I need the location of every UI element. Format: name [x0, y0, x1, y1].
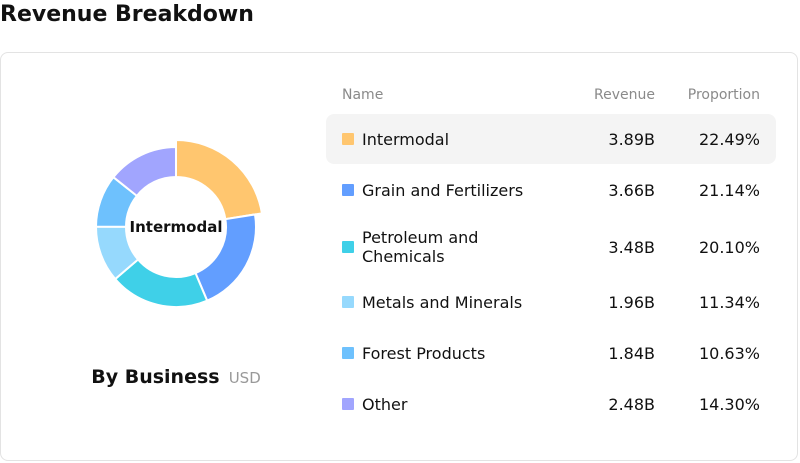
legend-swatch: [342, 398, 354, 410]
donut-slice-other[interactable]: [112, 145, 177, 198]
table-row-forest-products[interactable]: Forest Products 1.84B 10.63%: [326, 339, 776, 367]
row-name: Petroleum and Chemicals: [362, 228, 479, 266]
row-proportion: 20.10%: [698, 238, 760, 257]
revenue-card: Intermodal By Business USD Name Revenue …: [0, 52, 798, 461]
row-revenue: 2.48B: [608, 395, 655, 414]
row-revenue: 3.66B: [608, 181, 655, 200]
chart-title: By Business: [91, 366, 220, 388]
legend-swatch: [342, 184, 354, 196]
row-name: Metals and Minerals: [362, 293, 523, 312]
row-revenue: 1.84B: [608, 344, 655, 363]
table-row-metals-and-minerals[interactable]: Metals and Minerals 1.96B 11.34%: [326, 288, 776, 316]
table-row-petroleum-and-chemicals[interactable]: Petroleum and Chemicals 3.48B 20.10%: [326, 218, 776, 276]
row-revenue: 3.48B: [608, 238, 655, 257]
row-proportion: 11.34%: [698, 293, 760, 312]
table-row-other[interactable]: Other 2.48B 14.30%: [326, 390, 776, 418]
row-name: Grain and Fertilizers: [362, 181, 524, 200]
row-proportion: 14.30%: [698, 395, 760, 414]
row-revenue: 1.96B: [608, 293, 655, 312]
donut-chart: Intermodal: [94, 138, 264, 315]
header-name: Name: [342, 87, 384, 103]
row-name: Other: [362, 395, 408, 414]
row-name: Forest Products: [362, 344, 486, 363]
legend-swatch: [342, 347, 354, 359]
table-row-intermodal[interactable]: Intermodal 3.89B 22.49%: [326, 114, 776, 164]
header-revenue: Revenue: [594, 87, 655, 103]
chart-unit: USD: [228, 369, 261, 387]
row-name: Intermodal: [362, 130, 450, 149]
chart-caption: By Business USD: [1, 366, 351, 388]
row-revenue: 3.89B: [608, 130, 655, 149]
donut-center-label: Intermodal: [129, 218, 223, 236]
header-proportion: Proportion: [687, 87, 760, 103]
row-proportion: 10.63%: [698, 344, 760, 363]
page-title: Revenue Breakdown: [0, 2, 254, 27]
legend-swatch: [342, 133, 354, 145]
table-row-grain-and-fertilizers[interactable]: Grain and Fertilizers 3.66B 21.14%: [326, 176, 776, 204]
donut-svg: [94, 138, 264, 308]
donut-slice-intermodal[interactable]: [175, 138, 264, 221]
legend-swatch: [342, 296, 354, 308]
legend-swatch: [342, 241, 354, 253]
row-proportion: 21.14%: [698, 181, 760, 200]
table-header: Name Revenue Proportion: [326, 87, 776, 107]
row-proportion: 22.49%: [698, 130, 760, 149]
